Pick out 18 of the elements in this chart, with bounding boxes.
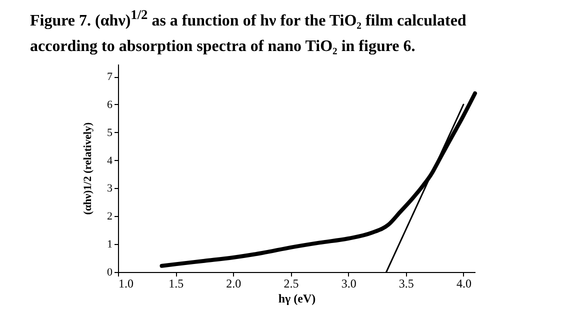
x-tick-label: 3.0 <box>341 276 356 290</box>
x-tick-label: 2.5 <box>284 276 299 290</box>
x-tick-label: 1.5 <box>168 276 184 290</box>
x-tick-label: 2.0 <box>226 276 242 290</box>
chart-title: Figure 7. (αhν)$^{1/2}$ as a function of hν for the TiO₂ film calculated according to absorption spectra of nano TiO₂ in figure 6. <box>30 6 468 58</box>
y-tick-label: 7 <box>107 71 113 84</box>
y-tick-label: 2 <box>107 210 112 223</box>
x-axis-title: hγ (eV) <box>278 292 316 306</box>
y-tick-label: 0 <box>107 266 113 278</box>
y-tick-label: 3 <box>107 182 113 195</box>
y-tick-label: 5 <box>107 126 113 139</box>
x-tick-label: 1.0 <box>118 276 134 290</box>
y-tick-label: 6 <box>107 98 113 111</box>
x-tick-label: 3.5 <box>398 276 414 290</box>
y-axis-title: (αhν)1/2 (relatively) <box>82 122 94 215</box>
x-tick-label: 4.0 <box>456 276 472 290</box>
y-tick-label: 4 <box>107 154 113 167</box>
y-tick-label: 1 <box>107 238 112 251</box>
